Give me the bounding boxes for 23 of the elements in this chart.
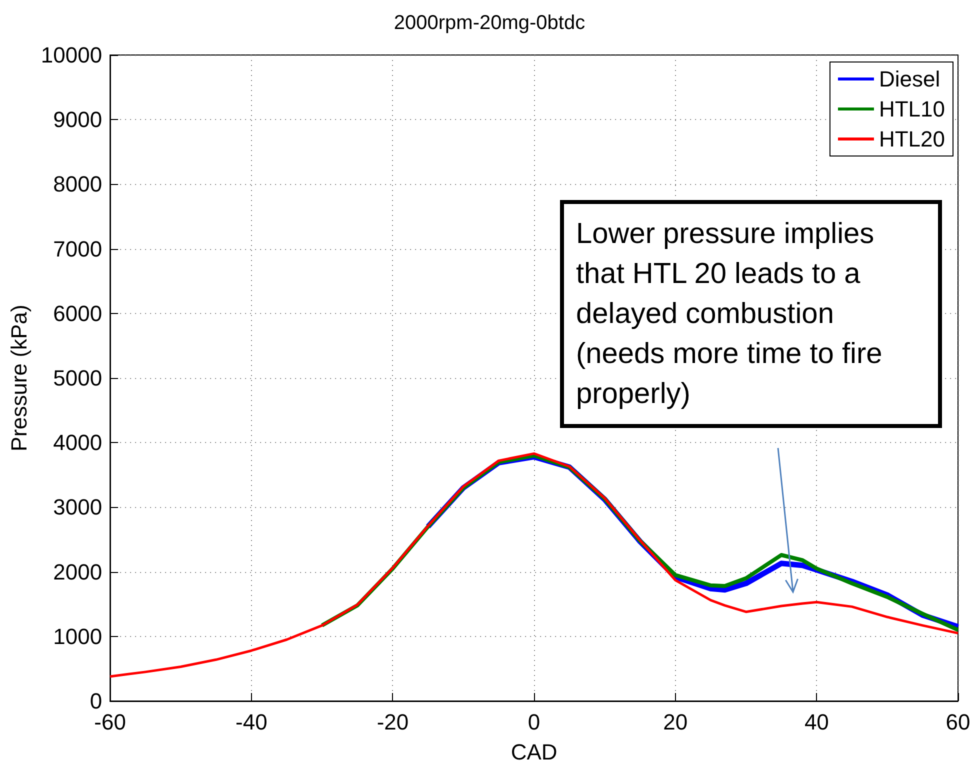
- y-tick-label: 9000: [53, 107, 102, 132]
- x-tick-label: -40: [236, 710, 268, 734]
- x-axis-title: CAD: [510, 740, 558, 764]
- y-tick-label: 10000: [40, 42, 102, 68]
- chart-title: 2000rpm-20mg-0btdc: [394, 12, 586, 34]
- y-tick-label: 4000: [53, 430, 102, 456]
- y-axis-title: Pressure (kPa): [6, 304, 32, 452]
- y-tick-label: 1000: [53, 624, 102, 649]
- y-tick-label: 8000: [53, 172, 102, 197]
- y-tick-label: 6000: [53, 300, 102, 326]
- legend-label: HTL20: [878, 126, 946, 152]
- legend-label: HTL10: [878, 96, 946, 122]
- y-tick-label: 7000: [53, 236, 102, 262]
- y-tick-label: 2000: [53, 559, 102, 584]
- x-tick-label: -20: [376, 710, 409, 734]
- x-tick-label: 0: [528, 710, 540, 734]
- x-tick-label: 20: [663, 710, 688, 734]
- x-tick-label: 60: [946, 710, 970, 734]
- x-tick-label: 40: [804, 710, 829, 734]
- legend-label: Diesel: [878, 66, 940, 92]
- y-tick-label: 5000: [53, 366, 102, 390]
- y-tick-label: 3000: [53, 494, 102, 520]
- annotation: Lower pressure implies that HTL 20 leads to a delayed combustion (needs more time to fire properly): [560, 200, 942, 428]
